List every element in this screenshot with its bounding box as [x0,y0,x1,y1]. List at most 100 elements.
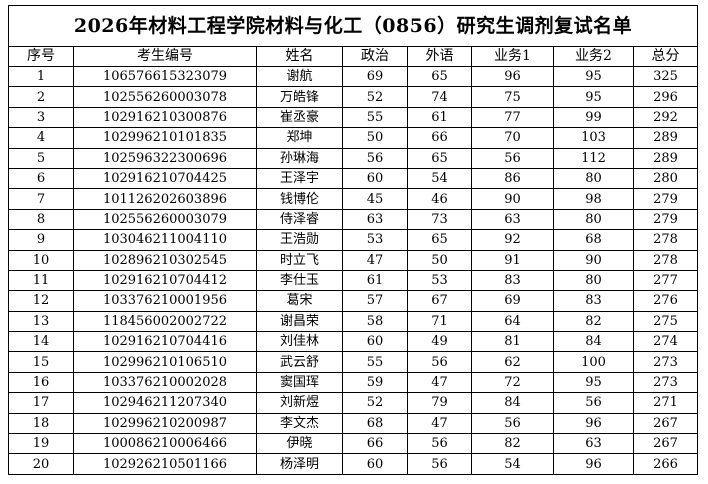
col-politics-cell: 58 [342,310,408,333]
col-politics-cell: 53 [342,229,408,251]
col-candidate-id-cell: 100086210006466 [73,433,257,455]
col-subject-2-cell: 95 [553,371,634,394]
col-politics-cell: 55 [342,106,408,129]
col-index-cell: 13 [8,310,74,333]
table-row: 5 102596322300696 孙琳海 56 65 56 112 289 [8,147,698,169]
col-name-cell: 武云舒 [256,351,343,373]
candidate-table: 2026年材料工程学院材料与化工（0856）研究生调剂复试名单 序号 考生编号 姓名… [8,5,698,475]
col-subject-2-cell: 112 [553,147,634,169]
col-name-cell: 葛宋 [256,290,343,312]
col-subject-1-cell: 75 [471,86,554,108]
col-index-cell: 4 [8,127,74,149]
col-name-cell: 王泽宇 [256,167,343,190]
col-total-cell: 271 [633,392,698,414]
col-foreign-language-cell: 49 [407,331,472,353]
col-candidate-id-cell: 103376210002028 [73,371,257,394]
col-candidate-id-cell: 102916210704425 [73,167,257,190]
table-row: 16 103376210002028 窦国珲 59 47 72 95 273 [8,371,698,394]
col-politics-cell: 45 [342,188,408,210]
col-foreign-language-cell: 50 [407,249,472,271]
col-index-cell: 2 [8,86,74,108]
table-row: 20 102926210501166 杨泽明 60 56 54 96 266 [8,453,698,475]
col-foreign-language-cell: 79 [407,392,472,414]
col-total-cell: 289 [633,147,698,169]
col-total-cell: 274 [633,331,698,353]
col-index-cell: 14 [8,331,74,353]
col-total-cell: 267 [633,412,698,435]
col-candidate-id-cell: 102926210501166 [73,453,257,475]
col-candidate-id-cell: 102996210200987 [73,412,257,435]
col-politics-cell: 60 [342,167,408,190]
col-foreign-language-cell: 67 [407,290,472,312]
table-body: 1 106576615323079 谢航 69 65 96 95 325 2 1025562600… [8,65,698,475]
col-name-cell: 侍泽睿 [256,208,343,231]
col-foreign-language-cell: 56 [407,351,472,373]
col-name-cell: 谢航 [256,65,343,88]
col-foreign-language-cell: 56 [407,453,472,475]
col-name-cell: 郑坤 [256,127,343,149]
col-total-cell: 278 [633,249,698,271]
col-candidate-id-cell: 102916210704416 [73,331,257,353]
header-col-foreign-language: 外语 [407,46,472,67]
col-name-cell: 万皓锋 [256,86,343,108]
col-subject-2-cell: 80 [553,208,634,231]
col-index-cell: 6 [8,167,74,190]
col-subject-2-cell: 103 [553,127,634,149]
col-candidate-id-cell: 102916210300876 [73,106,257,129]
table-row: 3 102916210300876 崔丞豪 55 61 77 99 292 [8,106,698,129]
col-subject-2-cell: 100 [553,351,634,373]
col-total-cell: 279 [633,188,698,210]
col-politics-cell: 57 [342,290,408,312]
col-subject-2-cell: 63 [553,433,634,455]
table-row: 15 102996210106510 武云舒 55 56 62 100 273 [8,351,698,373]
table-row: 6 102916210704425 王泽宇 60 54 86 80 280 [8,167,698,190]
col-index-cell: 8 [8,208,74,231]
table-row: 19 100086210006466 伊晓 66 56 82 63 267 [8,433,698,455]
col-index-cell: 20 [8,453,74,475]
table-row: 13 118456002002722 谢昌荣 58 71 64 82 275 [8,310,698,333]
col-foreign-language-cell: 56 [407,433,472,455]
table-row: 11 102916210704412 李仕玉 61 53 83 80 277 [8,269,698,292]
col-total-cell: 325 [633,65,698,88]
col-subject-1-cell: 77 [471,106,554,129]
col-candidate-id-cell: 103376210001956 [73,290,257,312]
col-name-cell: 伊晓 [256,433,343,455]
col-foreign-language-cell: 65 [407,229,472,251]
col-total-cell: 273 [633,371,698,394]
col-politics-cell: 52 [342,86,408,108]
col-subject-1-cell: 63 [471,208,554,231]
col-index-cell: 19 [8,433,74,455]
col-foreign-language-cell: 47 [407,371,472,394]
col-subject-2-cell: 99 [553,106,634,129]
col-index-cell: 3 [8,106,74,129]
table-row: 8 102556260003079 侍泽睿 63 73 63 80 279 [8,208,698,231]
col-politics-cell: 60 [342,453,408,475]
admission-list-document: 2026年材料工程学院材料与化工（0856）研究生调剂复试名单 序号 考生编号 姓名… [8,5,698,475]
col-politics-cell: 47 [342,249,408,271]
table-row: 9 103046211004110 王浩勋 53 65 92 68 278 [8,229,698,251]
header-col-name: 姓名 [256,46,343,67]
col-index-cell: 15 [8,351,74,373]
col-subject-2-cell: 68 [553,229,634,251]
col-total-cell: 296 [633,86,698,108]
col-subject-2-cell: 90 [553,249,634,271]
col-subject-1-cell: 91 [471,249,554,271]
col-foreign-language-cell: 61 [407,106,472,129]
col-foreign-language-cell: 47 [407,412,472,435]
col-total-cell: 289 [633,127,698,149]
col-foreign-language-cell: 54 [407,167,472,190]
col-candidate-id-cell: 103046211004110 [73,229,257,251]
col-subject-2-cell: 83 [553,290,634,312]
col-index-cell: 12 [8,290,74,312]
col-index-cell: 18 [8,412,74,435]
col-name-cell: 李文杰 [256,412,343,435]
col-subject-1-cell: 70 [471,127,554,149]
col-name-cell: 刘新煜 [256,392,343,414]
col-name-cell: 窦国珲 [256,371,343,394]
col-index-cell: 5 [8,147,74,169]
col-candidate-id-cell: 102556260003079 [73,208,257,231]
col-total-cell: 273 [633,351,698,373]
col-politics-cell: 56 [342,147,408,169]
col-candidate-id-cell: 101126202603896 [73,188,257,210]
col-subject-1-cell: 56 [471,412,554,435]
